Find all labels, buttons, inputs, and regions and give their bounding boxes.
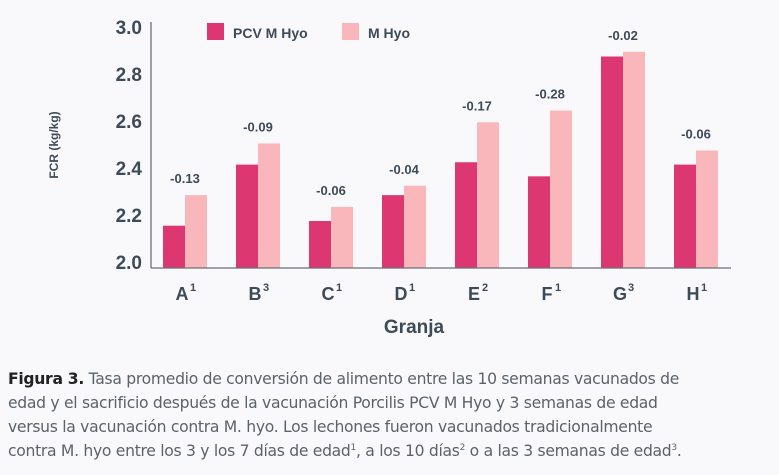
bar-D-pcv-m-hyo <box>382 195 404 268</box>
data-label: -0.09 <box>243 119 273 134</box>
y-tick-label: 2.2 <box>116 206 142 227</box>
y-tick-label: 2.6 <box>116 112 142 133</box>
legend-label: M Hyo <box>368 25 410 41</box>
bar-E-pcv-m-hyo <box>455 162 477 268</box>
figure-caption: Figura 3. Tasa promedio de conversión de… <box>8 367 776 463</box>
caption-text: . <box>676 442 682 460</box>
y-axis-label: FCR (kg/kg) <box>47 111 61 178</box>
y-axis: 2.0 2.2 2.4 2.6 2.8 3.0 <box>116 18 152 274</box>
caption-text: o a las 3 semanas de edad <box>465 442 672 460</box>
legend: PCV M Hyo M Hyo <box>207 23 410 41</box>
caption-text: edad y el sacrificio después de la vacun… <box>8 394 658 412</box>
x-tick-superscript: 1 <box>190 282 196 294</box>
bar-G-pcv-m-hyo <box>601 56 623 268</box>
bar-A-pcv-m-hyo <box>163 225 185 268</box>
caption-line: Figura 3. Tasa promedio de conversión de… <box>8 367 776 391</box>
x-tick-label: B <box>249 284 262 304</box>
data-label: -0.17 <box>462 98 492 113</box>
caption-line: contra M. hyo entre los 3 y los 7 días d… <box>8 439 776 463</box>
x-tick-label: C <box>322 284 335 304</box>
caption-line: edad y el sacrificio después de la vacun… <box>8 391 776 415</box>
x-tick-superscript: 1 <box>409 282 415 294</box>
caption-superscript: 1 <box>350 443 357 453</box>
bar-C-m-hyo <box>331 206 353 268</box>
caption-text: , a los 10 días <box>355 442 460 460</box>
legend-swatch <box>342 23 359 40</box>
x-tick-label: D <box>395 284 408 304</box>
data-label: -0.06 <box>316 183 346 198</box>
data-label: -0.06 <box>681 127 711 142</box>
caption-text: Tasa promedio de conversión de alimento … <box>88 370 680 388</box>
bar-C-pcv-m-hyo <box>309 221 331 268</box>
bar-A-m-hyo <box>185 195 207 268</box>
x-tick-label: A <box>176 284 189 304</box>
caption-superscript: 3 <box>671 443 677 453</box>
x-tick-label: F <box>542 284 553 304</box>
y-tick-label: 2.4 <box>116 159 143 180</box>
caption-label: Figura 3. <box>8 370 84 388</box>
bar-H-m-hyo <box>696 150 718 268</box>
data-label: -0.02 <box>608 28 638 43</box>
bar-F-m-hyo <box>550 110 572 268</box>
x-tick-superscript: 1 <box>336 282 342 294</box>
bar-H-pcv-m-hyo <box>674 164 696 268</box>
x-tick-superscript: 3 <box>628 282 634 294</box>
x-tick-superscript: 3 <box>263 282 269 294</box>
caption-text: contra M. hyo entre los 3 y los 7 días d… <box>8 442 351 460</box>
caption-line: versus la vacunación contra M. hyo. Los … <box>8 415 776 439</box>
x-tick-label: E <box>468 284 480 304</box>
data-labels: -0.13 -0.09 -0.06 -0.04 -0.17 -0.28 -0.02 -0.06 <box>170 28 711 198</box>
x-tick-label: H <box>687 284 700 304</box>
data-label: -0.04 <box>389 162 419 177</box>
x-tick-label: G <box>613 284 627 304</box>
y-tick-label: 2.0 <box>116 253 142 274</box>
caption-superscript: 2 <box>459 443 466 453</box>
bar-F-pcv-m-hyo <box>528 176 550 268</box>
bar-B-pcv-m-hyo <box>236 164 258 268</box>
data-label: -0.13 <box>170 171 200 186</box>
bar-G-m-hyo <box>623 51 645 268</box>
x-tick-superscript: 1 <box>701 282 707 294</box>
bar-B-m-hyo <box>258 143 280 268</box>
x-tick-superscript: 1 <box>555 282 561 294</box>
legend-swatch <box>207 23 224 40</box>
y-tick-label: 3.0 <box>116 18 142 39</box>
legend-label: PCV M Hyo <box>233 25 308 41</box>
y-tick-label: 2.8 <box>116 65 142 86</box>
x-axis-label: Granja <box>384 317 445 338</box>
bar-chart: 2.02.22.42.62.83.0 -0.13-0.09-0.06-0.04-… <box>47 18 731 338</box>
data-label: -0.28 <box>535 87 565 102</box>
bars <box>163 51 718 268</box>
bar-D-m-hyo <box>404 185 426 268</box>
bar-E-m-hyo <box>477 122 499 268</box>
caption-text: versus la vacunación contra M. hyo. Los … <box>8 418 653 436</box>
x-tick-superscript: 2 <box>482 282 488 294</box>
